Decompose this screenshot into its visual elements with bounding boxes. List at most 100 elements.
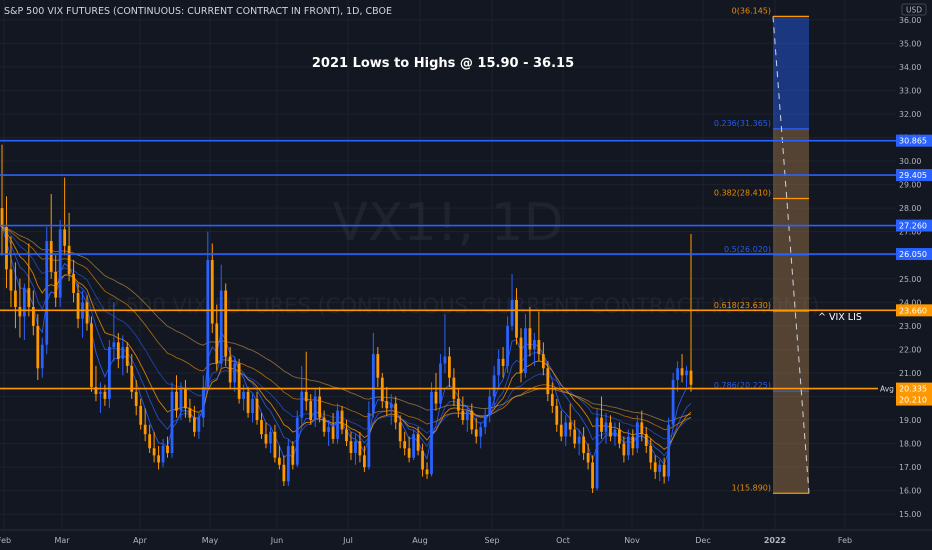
candle-body <box>336 410 339 439</box>
candle-body <box>631 436 635 449</box>
candle-body <box>94 387 98 395</box>
candle-body <box>555 405 559 425</box>
candle-body <box>398 422 402 442</box>
time-tick-label: Feb <box>838 536 852 545</box>
candle-body <box>45 241 49 345</box>
horizontal-levels[interactable] <box>0 139 896 390</box>
price-level-tag-label: 20.335 <box>899 385 927 394</box>
candle-body <box>340 410 344 430</box>
candle-body <box>394 403 398 423</box>
candle-body <box>430 391 433 475</box>
candle-body <box>622 443 626 456</box>
time-tick-label: Oct <box>556 536 570 545</box>
candle-body <box>264 434 268 444</box>
price-tick-label: 34.00 <box>899 63 921 72</box>
candle-body <box>363 455 366 468</box>
candle-body <box>112 342 116 348</box>
time-tick-label: 2022 <box>764 536 786 545</box>
candle-body <box>474 429 478 437</box>
price-tick-label: 35.00 <box>899 39 921 48</box>
candle-body <box>282 464 286 482</box>
candle-body <box>448 356 451 378</box>
price-tick-label: 36.00 <box>899 16 921 25</box>
candle-body <box>416 434 420 451</box>
candle-body <box>273 431 277 458</box>
moving-average-line <box>1 226 692 422</box>
time-axis[interactable]: Feb Mar Apr May Jun Jul Aug Sep Oct Nov Dec 2022 Feb <box>0 529 932 550</box>
candle-body <box>67 245 71 275</box>
candle-body <box>72 274 75 293</box>
price-level-tag <box>896 382 932 395</box>
candle-body <box>689 370 693 385</box>
price-axis[interactable]: 15.0016.0017.0018.0019.0020.0021.0022.00… <box>878 0 932 550</box>
candle-body <box>412 434 415 458</box>
candle-body <box>85 302 89 324</box>
time-tick-label: Dec <box>695 536 710 545</box>
price-tick-label: 32.00 <box>899 110 921 119</box>
candle-body <box>479 427 483 437</box>
candle-body <box>577 436 581 444</box>
candle-body <box>134 391 138 406</box>
price-tick-label: 23.00 <box>899 322 921 331</box>
price-tick-label: 29.00 <box>899 181 921 190</box>
price-tick-label: 18.00 <box>899 440 921 449</box>
candle-body <box>456 398 460 411</box>
candle-body <box>550 394 554 406</box>
candle-body <box>269 431 272 444</box>
annotation-text[interactable]: 2021 Lows to Highs @ 15.90 - 36.15 <box>312 56 574 71</box>
candle-body <box>510 299 514 326</box>
price-level-tag-label: 30.865 <box>899 137 927 146</box>
time-tick-label: Jul <box>342 536 353 545</box>
time-tick-label: Sep <box>484 536 499 545</box>
candle-body <box>170 391 174 454</box>
candle-body <box>143 424 147 435</box>
candle-body <box>157 455 160 463</box>
candle-body <box>533 339 536 350</box>
fib-level-label: 0.5(26.020) <box>724 245 771 254</box>
candle-body <box>676 368 679 381</box>
candle-body <box>152 448 156 456</box>
candle-body <box>640 422 644 435</box>
time-tick-label: Mar <box>54 536 70 545</box>
last-price-label: 20.210 <box>899 396 927 405</box>
candle-body <box>425 469 429 475</box>
candle-body <box>90 323 93 388</box>
candle-body <box>385 401 389 409</box>
candle-body <box>121 347 125 359</box>
candle-body <box>573 429 577 444</box>
candle-body <box>201 387 205 418</box>
candle-body <box>662 464 666 477</box>
fib-level-label: 1(15.890) <box>732 483 771 492</box>
candle-body <box>626 436 630 456</box>
vix-note[interactable]: ^ VIX LIS <box>818 312 862 323</box>
time-axis-bg <box>0 530 932 550</box>
candle-body <box>295 417 299 465</box>
candle-body <box>304 391 308 402</box>
candle-body <box>130 365 134 392</box>
fib-level-label: 0.382(28.410) <box>714 188 771 197</box>
candle-body <box>680 368 684 376</box>
candle-body <box>327 427 330 432</box>
candle-body <box>192 417 196 432</box>
candle-body <box>439 363 442 404</box>
price-tick-label: 21.00 <box>899 369 921 378</box>
price-level-tag <box>896 304 932 317</box>
fib-level-label: 0(36.145) <box>732 6 771 15</box>
price-tick-label: 27.00 <box>899 228 921 237</box>
candle-body <box>586 453 590 463</box>
fib-level-label: 0.618(23.630) <box>714 301 771 310</box>
candle-body <box>184 389 187 409</box>
moving-average-line <box>1 226 692 450</box>
candle-body <box>125 347 129 366</box>
price-level-tag-label: 23.660 <box>899 306 927 315</box>
time-tick-label: Jun <box>270 536 284 545</box>
price-level-tag-label: 27.260 <box>899 222 927 231</box>
price-tick-label: 16.00 <box>899 487 921 496</box>
candle-body <box>139 405 143 425</box>
candle-body <box>443 356 447 364</box>
candle-body <box>524 328 527 373</box>
time-tick-label: May <box>202 536 219 545</box>
price-tick-label: 28.00 <box>899 204 921 213</box>
